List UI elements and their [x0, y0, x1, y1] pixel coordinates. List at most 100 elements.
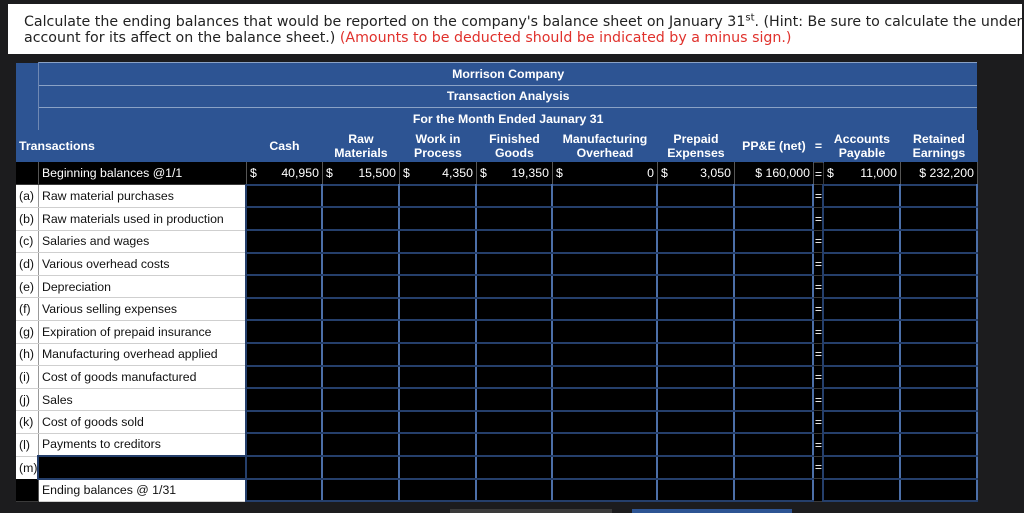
ending-raw-materials-input[interactable]	[321, 477, 401, 503]
cash-input[interactable]	[245, 206, 324, 232]
finished-goods-input[interactable]	[475, 251, 554, 277]
ppe-input[interactable]	[733, 229, 815, 254]
retained-earnings-input[interactable]	[899, 342, 979, 367]
raw-materials-input[interactable]	[321, 229, 401, 254]
ppe-input[interactable]	[733, 409, 815, 435]
ppe-input[interactable]	[733, 274, 815, 299]
mfg-overhead-input[interactable]	[551, 183, 659, 209]
wip-input[interactable]	[398, 387, 478, 412]
cash-input[interactable]	[245, 455, 324, 480]
ppe-input[interactable]	[733, 183, 815, 209]
mfg-overhead-input[interactable]	[551, 296, 659, 322]
ppe-input[interactable]	[733, 296, 815, 322]
finished-goods-input[interactable]	[475, 274, 554, 299]
prepaid-input[interactable]	[656, 432, 736, 457]
accounts-payable-input[interactable]	[822, 342, 902, 367]
prepaid-input[interactable]	[656, 183, 736, 209]
prepaid-input[interactable]	[656, 251, 736, 277]
wip-input[interactable]	[398, 183, 478, 209]
cash-input[interactable]	[245, 342, 324, 367]
ending-finished-goods-input[interactable]	[475, 477, 554, 503]
ppe-input[interactable]	[733, 364, 815, 390]
finished-goods-input[interactable]	[475, 296, 554, 322]
cash-input[interactable]	[245, 319, 324, 345]
wip-input[interactable]	[398, 296, 478, 322]
mfg-overhead-input[interactable]	[551, 342, 659, 367]
wip-input[interactable]	[398, 319, 478, 345]
ppe-input[interactable]	[733, 387, 815, 412]
wip-input[interactable]	[398, 206, 478, 232]
ppe-input[interactable]	[733, 319, 815, 345]
raw-materials-input[interactable]	[321, 455, 401, 480]
finished-goods-input[interactable]	[475, 455, 554, 480]
prepaid-input[interactable]	[656, 364, 736, 390]
mfg-overhead-input[interactable]	[551, 229, 659, 254]
ppe-input[interactable]	[733, 455, 815, 480]
cash-input[interactable]	[245, 229, 324, 254]
accounts-payable-input[interactable]	[822, 274, 902, 299]
ppe-input[interactable]	[733, 251, 815, 277]
wip-input[interactable]	[398, 432, 478, 457]
retained-earnings-input[interactable]	[899, 296, 979, 322]
prepaid-input[interactable]	[656, 296, 736, 322]
retained-earnings-input[interactable]	[899, 432, 979, 457]
wip-input[interactable]	[398, 455, 478, 480]
wip-input[interactable]	[398, 251, 478, 277]
retained-earnings-input[interactable]	[899, 364, 979, 390]
finished-goods-input[interactable]	[475, 387, 554, 412]
ppe-input[interactable]	[733, 342, 815, 367]
ending-wip-input[interactable]	[398, 477, 478, 503]
accounts-payable-input[interactable]	[822, 432, 902, 457]
mfg-overhead-input[interactable]	[551, 409, 659, 435]
finished-goods-input[interactable]	[475, 364, 554, 390]
finished-goods-input[interactable]	[475, 432, 554, 457]
finished-goods-input[interactable]	[475, 229, 554, 254]
cash-input[interactable]	[245, 274, 324, 299]
wip-input[interactable]	[398, 342, 478, 367]
retained-earnings-input[interactable]	[899, 455, 979, 480]
accounts-payable-input[interactable]	[822, 229, 902, 254]
ending-ppe-input[interactable]	[733, 477, 815, 503]
prepaid-input[interactable]	[656, 319, 736, 345]
retained-earnings-input[interactable]	[899, 409, 979, 435]
accounts-payable-input[interactable]	[822, 387, 902, 412]
finished-goods-input[interactable]	[475, 319, 554, 345]
cash-input[interactable]	[245, 364, 324, 390]
retained-earnings-input[interactable]	[899, 319, 979, 345]
ending-retained-earnings-input[interactable]	[899, 477, 979, 503]
mfg-overhead-input[interactable]	[551, 387, 659, 412]
retained-earnings-input[interactable]	[899, 229, 979, 254]
ending-prepaid-input[interactable]	[656, 477, 736, 503]
raw-materials-input[interactable]	[321, 387, 401, 412]
retained-earnings-input[interactable]	[899, 387, 979, 412]
mfg-overhead-input[interactable]	[551, 319, 659, 345]
ending-cash-input[interactable]	[245, 477, 324, 503]
wip-input[interactable]	[398, 409, 478, 435]
ppe-input[interactable]	[733, 432, 815, 457]
raw-materials-input[interactable]	[321, 296, 401, 322]
retained-earnings-input[interactable]	[899, 183, 979, 209]
retained-earnings-input[interactable]	[899, 206, 979, 232]
wip-input[interactable]	[398, 274, 478, 299]
prepaid-input[interactable]	[656, 409, 736, 435]
wip-input[interactable]	[398, 229, 478, 254]
prepaid-input[interactable]	[656, 342, 736, 367]
prepaid-input[interactable]	[656, 387, 736, 412]
cash-input[interactable]	[245, 296, 324, 322]
raw-materials-input[interactable]	[321, 364, 401, 390]
raw-materials-input[interactable]	[321, 409, 401, 435]
raw-materials-input[interactable]	[321, 206, 401, 232]
raw-materials-input[interactable]	[321, 342, 401, 367]
accounts-payable-input[interactable]	[822, 183, 902, 209]
prepaid-input[interactable]	[656, 274, 736, 299]
ending-accounts-payable-input[interactable]	[822, 477, 902, 503]
raw-materials-input[interactable]	[321, 319, 401, 345]
accounts-payable-input[interactable]	[822, 251, 902, 277]
cash-input[interactable]	[245, 251, 324, 277]
finished-goods-input[interactable]	[475, 206, 554, 232]
mfg-overhead-input[interactable]	[551, 251, 659, 277]
mfg-overhead-input[interactable]	[551, 432, 659, 457]
prepaid-input[interactable]	[656, 206, 736, 232]
accounts-payable-input[interactable]	[822, 455, 902, 480]
ending-mfg-overhead-input[interactable]	[551, 477, 659, 503]
